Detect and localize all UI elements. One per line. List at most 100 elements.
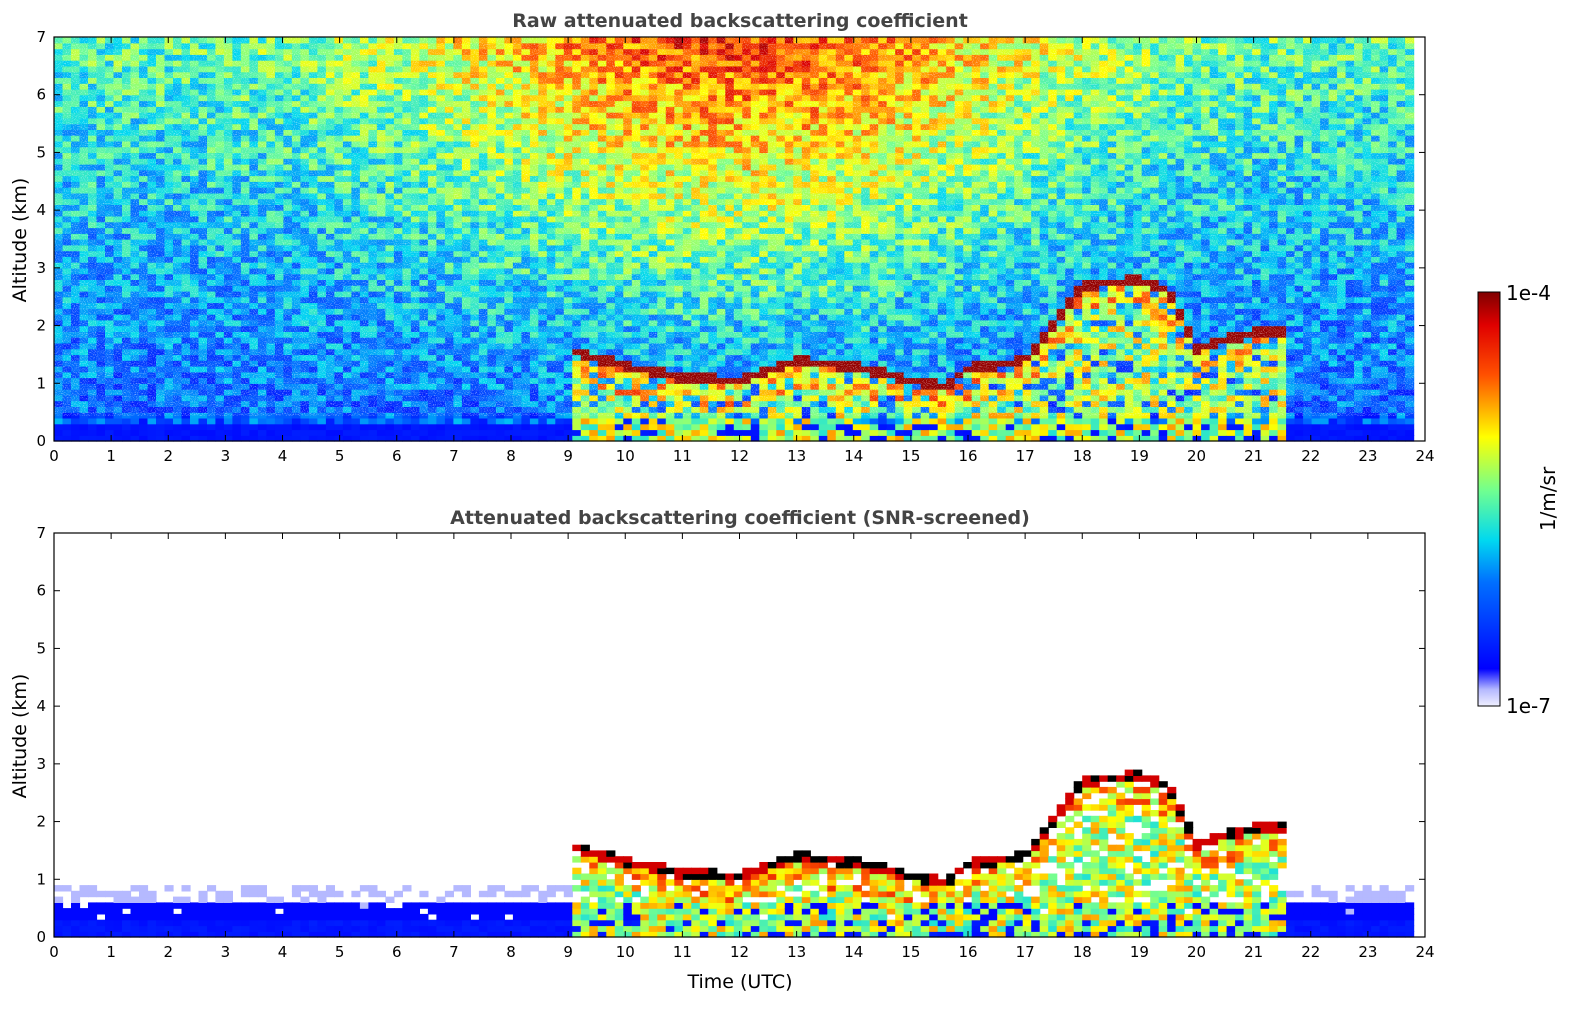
backscatter-cell xyxy=(589,435,599,442)
backscatter-cell xyxy=(351,429,361,436)
backscatter-cell xyxy=(640,423,650,431)
backscatter-cell xyxy=(444,435,454,442)
backscatter-cell xyxy=(580,435,590,442)
backscatter-cell xyxy=(139,417,149,425)
backscatter-cell xyxy=(623,423,633,431)
raw-backscatter-panel: 0 1 2 3 4 5 6 7 8 9 10 11 12 13 14 15 16 17 18 19 20 21 22 23 24… xyxy=(9,10,1435,465)
backscatter-cell xyxy=(88,423,98,431)
backscatter-cell xyxy=(334,429,344,436)
backscatter-cell xyxy=(249,435,259,442)
backscatter-cell xyxy=(504,423,514,431)
backscatter-cell xyxy=(657,435,667,442)
backscatter-cell xyxy=(368,429,378,436)
backscatter-cell xyxy=(71,417,81,425)
backscatter-cell xyxy=(113,417,123,425)
backscatter-cell xyxy=(614,417,624,425)
backscatter-cell xyxy=(623,417,633,425)
backscatter-cell xyxy=(266,417,276,425)
backscatter-cell xyxy=(266,423,276,431)
backscatter-cell xyxy=(173,417,183,425)
backscatter-cell xyxy=(249,429,259,436)
backscatter-cell xyxy=(79,435,89,442)
backscatter-cell xyxy=(597,429,607,436)
backscatter-cell xyxy=(342,423,352,431)
backscatter-cell xyxy=(546,417,556,425)
backscatter-cell xyxy=(274,423,284,431)
backscatter-cell xyxy=(79,417,89,425)
backscatter-cell xyxy=(317,417,327,425)
backscatter-cell xyxy=(291,429,301,436)
backscatter-cell xyxy=(563,423,573,431)
backscatter-cell xyxy=(342,417,352,425)
backscatter-cell xyxy=(521,429,531,436)
backscatter-cell xyxy=(410,423,420,431)
backscatter-cell xyxy=(54,417,64,425)
backscatter-cell xyxy=(156,417,166,425)
backscatter-cell xyxy=(181,429,191,436)
backscatter-cell xyxy=(538,429,548,436)
backscatter-cell xyxy=(529,423,539,431)
backscatter-cell xyxy=(368,417,378,425)
backscatter-cell xyxy=(198,423,208,431)
backscatter-cell xyxy=(410,435,420,442)
backscatter-cell xyxy=(334,423,344,431)
backscatter-cell xyxy=(308,435,318,442)
backscatter-cell xyxy=(376,435,386,442)
backscatter-cell xyxy=(487,417,497,425)
backscatter-cell xyxy=(283,417,293,425)
backscatter-cell xyxy=(444,429,454,436)
backscatter-cell xyxy=(461,435,471,442)
backscatter-cell xyxy=(521,435,531,442)
backscatter-cell xyxy=(96,429,106,436)
backscatter-cell xyxy=(62,429,72,436)
backscatter-cell xyxy=(487,435,497,442)
backscatter-cell xyxy=(181,417,191,425)
backscatter-cell xyxy=(580,429,590,436)
backscatter-cell xyxy=(572,423,582,431)
backscatter-cell xyxy=(139,423,149,431)
backscatter-cell xyxy=(606,429,616,436)
backscatter-cell xyxy=(113,423,123,431)
backscatter-cell xyxy=(657,417,667,425)
backscatter-cell xyxy=(215,435,225,442)
backscatter-cell xyxy=(79,423,89,431)
backscatter-cell xyxy=(504,429,514,436)
backscatter-cell xyxy=(190,417,200,425)
backscatter-cell xyxy=(79,429,89,436)
backscatter-cell xyxy=(351,435,361,442)
backscatter-cell xyxy=(444,417,454,425)
backscatter-cell xyxy=(130,423,140,431)
backscatter-cell xyxy=(291,435,301,442)
backscatter-cell xyxy=(436,429,446,436)
backscatter-cell xyxy=(589,423,599,431)
backscatter-cell xyxy=(529,417,539,425)
backscatter-cell xyxy=(512,423,522,431)
backscatter-cell xyxy=(470,417,480,425)
backscatter-cell xyxy=(572,417,582,425)
backscatter-cell xyxy=(283,435,293,442)
backscatter-cell xyxy=(240,429,250,436)
backscatter-cell xyxy=(257,435,267,442)
backscatter-cell xyxy=(71,435,81,442)
backscatter-cell xyxy=(393,417,403,425)
raw-backscatter-field xyxy=(54,37,1415,442)
backscatter-cell xyxy=(376,429,386,436)
backscatter-cell xyxy=(291,417,301,425)
backscatter-cell xyxy=(512,429,522,436)
backscatter-cell xyxy=(436,417,446,425)
backscatter-cell xyxy=(190,429,200,436)
backscatter-cell xyxy=(240,417,250,425)
backscatter-cell xyxy=(96,423,106,431)
backscatter-cell xyxy=(359,423,369,431)
backscatter-cell xyxy=(640,417,650,425)
backscatter-cell xyxy=(207,417,217,425)
backscatter-cell xyxy=(478,429,488,436)
backscatter-cell xyxy=(648,435,658,442)
backscatter-cell xyxy=(504,435,514,442)
backscatter-cell xyxy=(300,417,310,425)
backscatter-cell xyxy=(249,417,259,425)
backscatter-cell xyxy=(589,429,599,436)
backscatter-cell xyxy=(232,435,242,442)
backscatter-cell xyxy=(122,435,132,442)
backscatter-cell xyxy=(470,435,480,442)
